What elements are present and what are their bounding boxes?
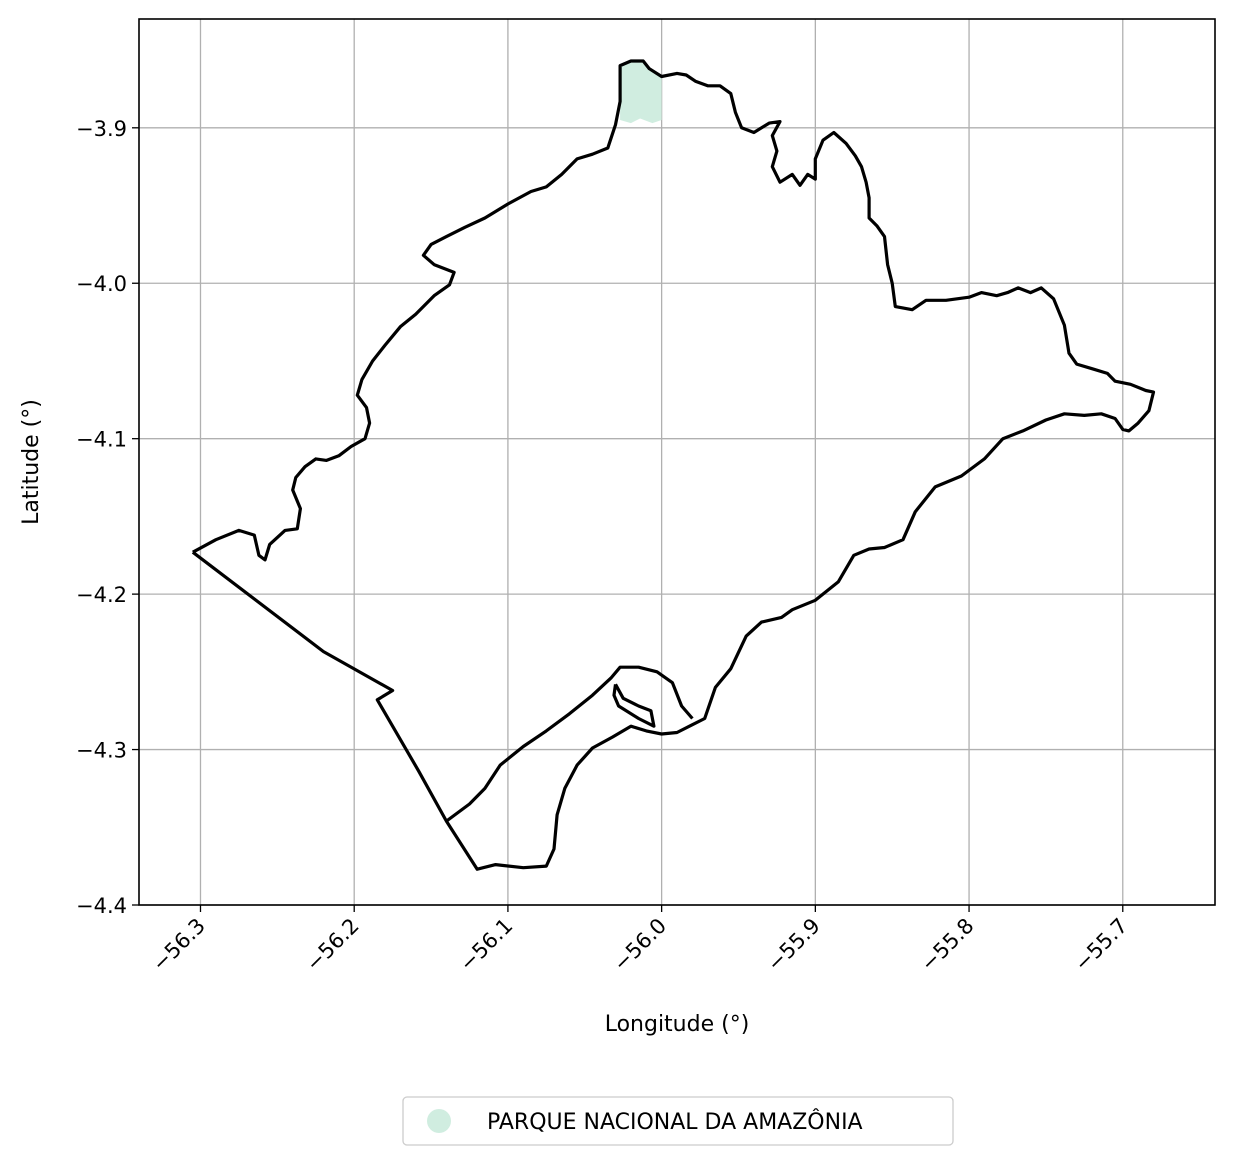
x-tick-label: −56.3 bbox=[148, 914, 210, 976]
x-axis-label: Longitude (°) bbox=[605, 1012, 750, 1037]
map-data bbox=[191, 59, 1156, 871]
legend-entry-label: PARQUE NACIONAL DA AMAZÔNIA bbox=[487, 1109, 863, 1135]
y-axis-ticks: −3.9 −4.0 −4.1 −4.2 −4.3 −4.4 bbox=[76, 117, 139, 918]
y-tick-label: −4.3 bbox=[76, 739, 127, 763]
x-tick-label: −55.8 bbox=[916, 914, 978, 976]
plot-frame bbox=[138, 18, 1216, 906]
legend-marker-circle-icon bbox=[427, 1109, 451, 1133]
grid-lines bbox=[139, 19, 1215, 906]
bay-loop-line bbox=[612, 683, 656, 728]
legend-box bbox=[402, 1096, 954, 1146]
y-tick-label: −3.9 bbox=[76, 117, 127, 141]
y-tick-label: −4.0 bbox=[76, 272, 127, 296]
y-tick-label: −4.2 bbox=[76, 583, 127, 607]
legend: PARQUE NACIONAL DA AMAZÔNIA bbox=[402, 1096, 954, 1146]
outer-boundary-line bbox=[191, 59, 1156, 871]
x-tick-label: −56.2 bbox=[301, 914, 363, 976]
park-area-fill bbox=[620, 61, 662, 124]
y-axis-label: Latitude (°) bbox=[19, 399, 44, 525]
x-axis-ticks: −56.3 −56.2 −56.1 −56.0 −55.9 −55.8 −55.7 bbox=[148, 905, 1132, 976]
x-tick-label: −55.9 bbox=[762, 914, 824, 976]
y-tick-label: −4.1 bbox=[76, 428, 127, 452]
x-tick-label: −56.1 bbox=[455, 914, 517, 976]
inner-boundary-line bbox=[445, 665, 694, 823]
x-tick-label: −56.0 bbox=[609, 914, 671, 976]
y-tick-label: −4.4 bbox=[76, 894, 127, 918]
x-tick-label: −55.7 bbox=[1070, 914, 1132, 976]
